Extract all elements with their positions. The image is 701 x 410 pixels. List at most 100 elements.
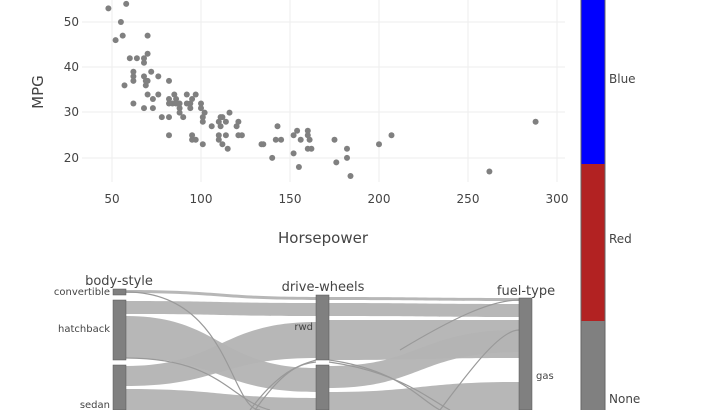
scatter-point[interactable] <box>235 118 242 125</box>
scatter-point[interactable] <box>215 136 222 143</box>
dim-label-body-style[interactable]: body-style <box>85 274 153 289</box>
scatter-point[interactable] <box>141 59 147 66</box>
scatter-point[interactable] <box>141 73 147 80</box>
scatter-point[interactable] <box>133 55 140 62</box>
scatter-point[interactable] <box>272 136 279 143</box>
scatter-point[interactable] <box>144 91 151 98</box>
scatter-point[interactable] <box>199 114 206 121</box>
scatter-point[interactable] <box>388 132 395 139</box>
scatter-point[interactable] <box>233 123 240 130</box>
scatter-point[interactable] <box>105 5 112 12</box>
scatter-point[interactable] <box>297 136 304 143</box>
scatter-point[interactable] <box>333 159 340 166</box>
scatter-point[interactable] <box>144 77 151 84</box>
scatter-point[interactable] <box>141 105 147 112</box>
scatter-point[interactable] <box>222 118 229 125</box>
scatter-point[interactable] <box>260 141 267 148</box>
scatter-point[interactable] <box>532 118 539 125</box>
scatter-point[interactable] <box>217 123 224 130</box>
scatter-plot[interactable]: 50 40 30 20 50 100 150 200 250 300 Horse… <box>29 0 568 247</box>
node-sedan[interactable] <box>112 364 127 410</box>
scatter-point[interactable] <box>198 100 204 107</box>
scatter-point[interactable] <box>189 132 196 139</box>
scatter-point[interactable] <box>166 132 172 139</box>
scatter-point[interactable] <box>215 118 222 125</box>
scatter-point[interactable] <box>306 136 313 143</box>
scatter-point[interactable] <box>192 136 199 143</box>
scatter-point[interactable] <box>176 105 183 112</box>
scatter-point[interactable] <box>238 132 245 139</box>
scatter-point[interactable] <box>130 68 137 75</box>
scatter-points[interactable] <box>105 0 539 179</box>
node-rwd[interactable] <box>315 294 330 361</box>
scatter-point[interactable] <box>199 118 206 125</box>
node-drive-wheels-2[interactable] <box>315 364 330 410</box>
scatter-point[interactable] <box>180 114 187 121</box>
scatter-point[interactable] <box>192 91 199 98</box>
scatter-point[interactable] <box>290 150 297 157</box>
scatter-point[interactable] <box>215 132 222 139</box>
scatter-point[interactable] <box>123 0 130 7</box>
scatter-point[interactable] <box>121 82 128 89</box>
scatter-point[interactable] <box>199 141 206 148</box>
scatter-point[interactable] <box>219 114 226 121</box>
node-convertible[interactable] <box>112 288 127 296</box>
scatter-point[interactable] <box>144 32 151 39</box>
scatter-point[interactable] <box>308 145 315 152</box>
scatter-point[interactable] <box>201 109 208 116</box>
scatter-point[interactable] <box>173 96 180 102</box>
scatter-point[interactable] <box>126 55 133 62</box>
scatter-point[interactable] <box>119 32 126 39</box>
scatter-point[interactable] <box>112 37 119 44</box>
scatter-point[interactable] <box>187 100 194 107</box>
scatter-point[interactable] <box>208 123 215 130</box>
scatter-point[interactable] <box>158 114 165 121</box>
scatter-point[interactable] <box>166 96 172 102</box>
dim-label-drive-wheels[interactable]: drive-wheels <box>282 280 365 295</box>
scatter-point[interactable] <box>269 154 276 161</box>
scatter-point[interactable] <box>187 105 194 112</box>
scatter-point[interactable] <box>376 141 382 148</box>
scatter-point[interactable] <box>278 136 285 143</box>
scatter-point[interactable] <box>222 132 229 139</box>
scatter-point[interactable] <box>155 73 162 80</box>
scatter-point[interactable] <box>304 127 311 134</box>
node-gas[interactable] <box>518 297 533 410</box>
scatter-point[interactable] <box>294 127 301 134</box>
scatter-point[interactable] <box>155 91 162 98</box>
node-hatchback[interactable] <box>112 299 127 361</box>
parcats-plot[interactable]: body-style drive-wheels fuel-type conver… <box>54 274 555 410</box>
scatter-point[interactable] <box>176 100 183 107</box>
scatter-point[interactable] <box>171 91 178 98</box>
scatter-point[interactable] <box>344 154 350 161</box>
scatter-point[interactable] <box>142 82 149 89</box>
parcats-links[interactable] <box>126 290 519 410</box>
scatter-point[interactable] <box>149 96 156 102</box>
scatter-point[interactable] <box>224 145 231 152</box>
scatter-point[interactable] <box>149 105 156 112</box>
scatter-point[interactable] <box>189 96 196 102</box>
scatter-point[interactable] <box>290 132 297 139</box>
scatter-point[interactable] <box>226 109 233 116</box>
scatter-point[interactable] <box>144 50 151 57</box>
scatter-point[interactable] <box>295 164 302 170</box>
scatter-point[interactable] <box>347 173 354 179</box>
scatter-point[interactable] <box>198 105 204 112</box>
scatter-point[interactable] <box>148 68 155 75</box>
dim-label-fuel-type[interactable]: fuel-type <box>497 284 555 299</box>
scatter-point[interactable] <box>344 145 350 152</box>
scatter-point[interactable] <box>130 100 137 107</box>
scatter-point[interactable] <box>274 123 281 130</box>
scatter-point[interactable] <box>183 91 190 98</box>
scatter-point[interactable] <box>486 168 493 175</box>
scatter-point[interactable] <box>219 141 226 148</box>
scatter-point[interactable] <box>166 77 172 84</box>
scatter-point[interactable] <box>130 77 137 84</box>
scatter-point[interactable] <box>331 136 338 143</box>
scatter-point[interactable] <box>166 114 172 121</box>
scatter-point[interactable] <box>130 73 137 80</box>
scatter-point[interactable] <box>141 55 147 62</box>
scatter-point[interactable] <box>304 132 311 139</box>
scatter-point[interactable] <box>117 19 124 25</box>
scatter-point[interactable] <box>176 109 183 116</box>
